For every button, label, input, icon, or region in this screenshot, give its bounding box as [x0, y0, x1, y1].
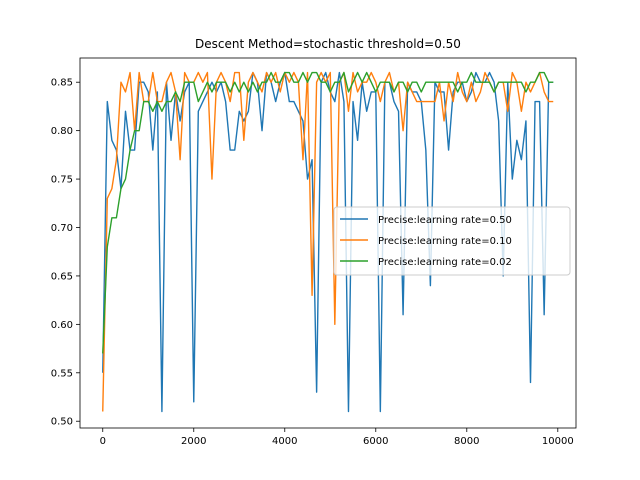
- x-tick-label: 8000: [454, 436, 479, 447]
- chart-title: Descent Method=stochastic threshold=0.50: [195, 37, 461, 51]
- plot-lines: [102, 71, 554, 413]
- y-tick-label: 0.50: [51, 417, 73, 428]
- x-axis: 0 2000 4000 6000 8000 10000: [100, 428, 574, 447]
- x-tick-label: 10000: [542, 436, 574, 447]
- x-tick-label: 4000: [272, 436, 297, 447]
- y-tick-label: 0.75: [51, 175, 73, 186]
- series-line-1: [102, 71, 554, 412]
- y-tick-label: 0.55: [51, 368, 73, 379]
- y-tick-label: 0.80: [51, 126, 73, 137]
- series-line-2: [102, 71, 554, 354]
- x-tick-label: 2000: [181, 436, 206, 447]
- plot-frame: [79, 57, 577, 429]
- y-tick-label: 0.65: [51, 271, 73, 282]
- legend-label-0: Precise:learning rate=0.50: [378, 215, 512, 226]
- legend: Precise:learning rate=0.50 Precise:learni…: [333, 206, 571, 276]
- y-axis: 0.50 0.55 0.60 0.65 0.70 0.75 0.80 0.85: [51, 78, 80, 428]
- legend-label-1: Precise:learning rate=0.10: [378, 236, 512, 247]
- y-tick-label: 0.70: [51, 223, 73, 234]
- y-tick-label: 0.85: [51, 78, 73, 89]
- x-tick-label: 0: [100, 436, 106, 447]
- legend-label-2: Precise:learning rate=0.02: [378, 257, 512, 268]
- legend-box: [333, 206, 571, 276]
- y-tick-label: 0.60: [51, 320, 73, 331]
- series-line-0: [102, 71, 554, 413]
- x-tick-label: 6000: [363, 436, 388, 447]
